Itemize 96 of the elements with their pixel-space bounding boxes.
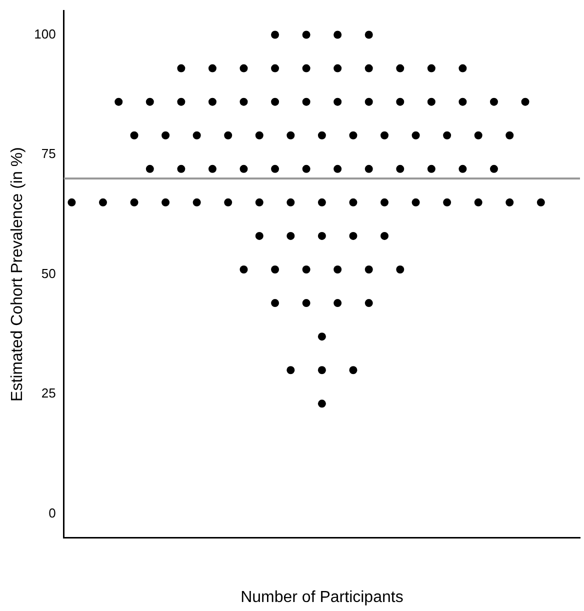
point [286, 198, 295, 206]
point [380, 131, 389, 140]
point [302, 164, 310, 173]
point [224, 131, 232, 140]
point [162, 198, 170, 206]
point [177, 98, 186, 106]
y-tick-label: 75 [41, 146, 56, 162]
point [412, 198, 420, 206]
point [255, 232, 264, 240]
point [286, 232, 295, 240]
point [427, 164, 436, 173]
point [443, 131, 452, 140]
point [318, 332, 326, 341]
point [396, 98, 404, 106]
point [380, 232, 389, 240]
point [271, 64, 280, 72]
point [364, 266, 373, 274]
point [192, 198, 201, 206]
point [192, 131, 201, 140]
y-axis-title: Estimated Cohort Prevalence (in %) [9, 147, 26, 402]
point [490, 98, 498, 106]
point [427, 64, 436, 72]
point [240, 266, 248, 274]
point [271, 266, 280, 274]
point [458, 164, 467, 173]
point [162, 131, 170, 140]
point [443, 198, 452, 206]
point [349, 232, 358, 240]
point [364, 98, 373, 106]
point [208, 98, 216, 106]
point [240, 64, 248, 72]
point [349, 198, 358, 206]
point [318, 131, 326, 140]
point [68, 198, 76, 206]
point [240, 98, 248, 106]
point [302, 30, 310, 39]
y-tick-label: 25 [41, 386, 56, 401]
y-tick-label: 50 [41, 266, 56, 281]
point [271, 164, 280, 173]
point [349, 131, 358, 140]
point [474, 198, 482, 206]
point [334, 64, 342, 72]
point [506, 198, 514, 206]
point [318, 232, 326, 240]
point [271, 98, 280, 106]
point [130, 131, 138, 140]
point [364, 30, 373, 39]
y-tick-label: 100 [34, 26, 56, 42]
point [208, 64, 216, 72]
point [396, 266, 404, 274]
point [177, 164, 186, 173]
point [334, 30, 342, 39]
point [146, 98, 154, 106]
point [458, 64, 467, 72]
point [474, 131, 482, 140]
y-tick-label: 0 [48, 505, 56, 520]
point [318, 366, 326, 374]
point [412, 131, 420, 140]
point [334, 98, 342, 106]
point [318, 198, 326, 206]
point [114, 98, 123, 106]
point [240, 164, 248, 173]
point [224, 198, 232, 206]
point [286, 131, 295, 140]
point [302, 299, 310, 308]
point [208, 164, 216, 173]
point [177, 64, 186, 72]
point [427, 98, 436, 106]
point [349, 366, 358, 374]
point [364, 164, 373, 173]
point [255, 131, 264, 140]
point [255, 198, 264, 206]
point [271, 299, 280, 308]
point [271, 30, 280, 39]
point [536, 198, 545, 206]
point [521, 98, 530, 106]
point [380, 198, 389, 206]
point [146, 164, 154, 173]
point [302, 98, 310, 106]
point [302, 64, 310, 72]
point [490, 164, 498, 173]
point [286, 366, 295, 374]
point [364, 299, 373, 308]
point [334, 299, 342, 308]
point [130, 198, 138, 206]
point [506, 131, 514, 140]
x-axis-title: Number of Participants [240, 588, 404, 606]
point [98, 198, 107, 206]
point [302, 266, 310, 274]
point [334, 164, 342, 173]
point [318, 400, 326, 408]
point [334, 266, 342, 274]
point [458, 98, 467, 106]
point [396, 164, 404, 173]
point [396, 64, 404, 72]
point [364, 64, 373, 72]
